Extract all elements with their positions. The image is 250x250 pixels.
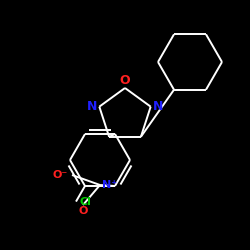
Text: O: O	[120, 74, 130, 86]
Text: N: N	[87, 100, 98, 113]
Text: N⁺: N⁺	[102, 180, 117, 190]
Text: Cl: Cl	[80, 196, 92, 206]
Text: O⁻: O⁻	[53, 170, 68, 180]
Text: O: O	[78, 206, 88, 216]
Text: N: N	[152, 100, 163, 113]
